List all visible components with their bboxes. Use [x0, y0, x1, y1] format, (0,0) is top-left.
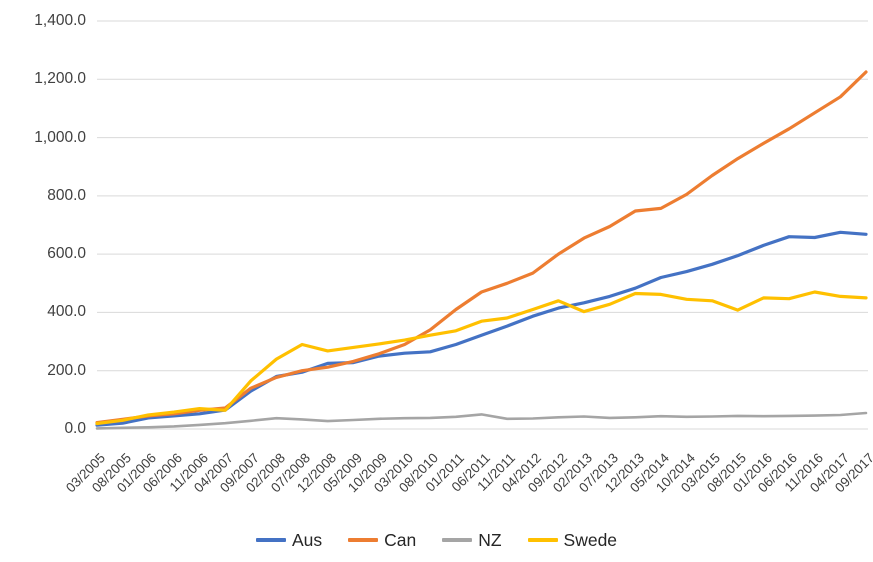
legend-label-nz: NZ: [478, 529, 502, 550]
legend: Aus Can NZ Swede: [0, 524, 873, 556]
y-tick-label: 1,200.0: [34, 70, 86, 88]
can-line-swatch: [348, 538, 379, 542]
nz-line-swatch: [442, 538, 473, 542]
swede-line-swatch: [527, 538, 558, 542]
y-tick-label: 1,400.0: [34, 12, 86, 29]
series-line-aus[interactable]: [95, 230, 868, 427]
aus-line-swatch: [255, 538, 286, 542]
legend-label-swede: Swede: [563, 529, 618, 550]
y-tick-label: 1,000.0: [34, 128, 86, 146]
legend-label-aus: Aus: [291, 529, 323, 550]
legend-item-can[interactable]: Can: [348, 530, 416, 551]
legend-item-aus[interactable]: Aus: [255, 529, 323, 551]
y-tick-label: 800.0: [47, 186, 86, 204]
y-tick-label: 0.0: [64, 420, 86, 437]
series-line-swede[interactable]: [95, 290, 868, 426]
legend-item-nz[interactable]: NZ: [442, 529, 502, 551]
y-tick-label: 200.0: [47, 361, 86, 379]
series-line-can[interactable]: [95, 70, 868, 425]
series-line-nz[interactable]: [95, 411, 868, 430]
y-tick-label: 400.0: [47, 303, 86, 321]
legend-item-swede[interactable]: Swede: [527, 529, 618, 551]
y-tick-label: 600.0: [47, 245, 86, 263]
legend-label-can: Can: [384, 529, 417, 550]
